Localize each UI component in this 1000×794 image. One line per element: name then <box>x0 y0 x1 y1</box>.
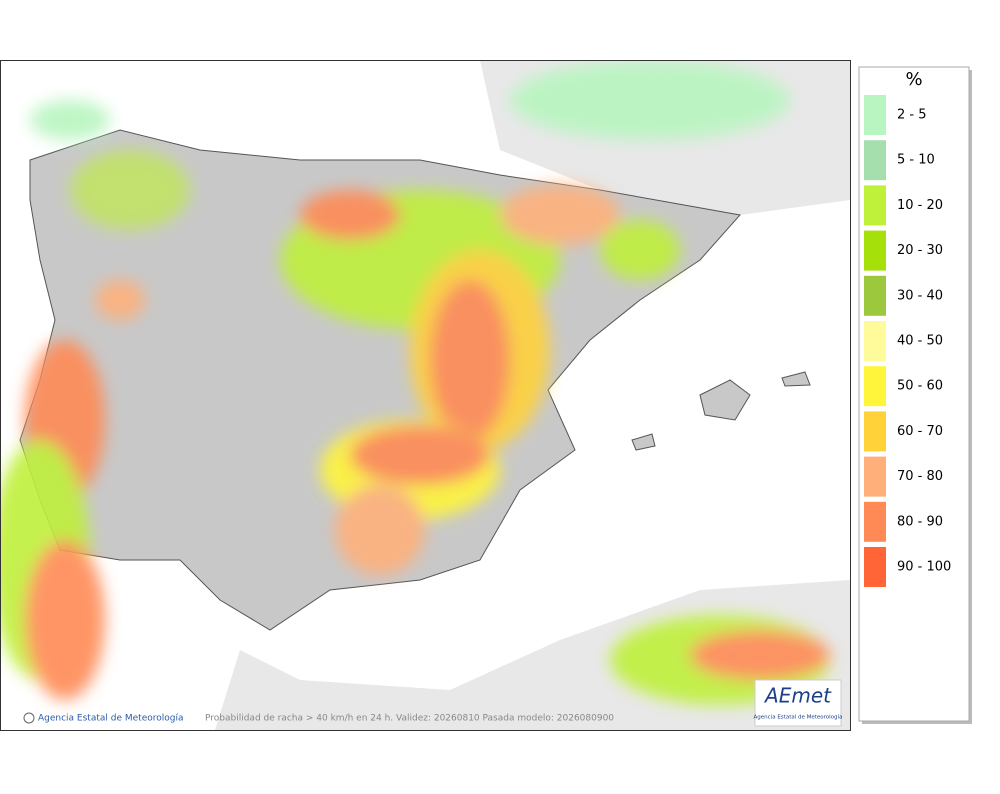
legend-label: 50 - 60 <box>897 379 943 394</box>
logo-name: AEmet <box>763 684 832 708</box>
legend-label: 10 - 20 <box>897 198 943 213</box>
logo-subtitle: Agencia Estatal de Meteorología <box>754 714 843 721</box>
caption: Probabilidad de racha > 40 km/h en 24 h.… <box>205 714 614 724</box>
map-area <box>0 60 850 730</box>
legend-swatch <box>864 275 886 316</box>
legend-label: 60 - 70 <box>897 424 943 439</box>
legend-swatch <box>864 456 886 497</box>
legend-label: 70 - 80 <box>897 469 943 484</box>
legend-swatch <box>864 185 886 226</box>
mallorca <box>699 379 751 421</box>
legend-swatch <box>864 95 886 135</box>
copyright-icon <box>23 712 35 724</box>
legend-swatch <box>864 411 886 452</box>
legend-swatch <box>864 501 886 542</box>
legend-label: 20 - 30 <box>897 243 943 258</box>
legend-swatch <box>864 366 886 407</box>
legend-title: % <box>905 69 922 90</box>
legend-label: 2 - 5 <box>897 108 927 123</box>
credit: Agencia Estatal de Meteorología <box>38 714 184 724</box>
map-frame <box>0 60 851 731</box>
legend-swatch <box>864 230 886 271</box>
logo-box <box>754 679 842 727</box>
legend-label: 5 - 10 <box>897 153 935 168</box>
legend-label: 90 - 100 <box>897 560 951 575</box>
menorca <box>781 371 811 387</box>
probability-field <box>0 60 830 705</box>
legend-swatch <box>864 547 886 587</box>
legend-label: 80 - 90 <box>897 514 943 529</box>
legend-label: 40 - 50 <box>897 334 943 349</box>
legend-label: 30 - 40 <box>897 288 943 303</box>
legend-swatch <box>864 140 886 181</box>
legend-items: 2 - 5 5 - 10 10 - 20 20 - 30 30 - 40 40 - 50 5… <box>864 95 951 587</box>
legend-swatch <box>864 321 886 361</box>
ibiza <box>631 433 656 451</box>
